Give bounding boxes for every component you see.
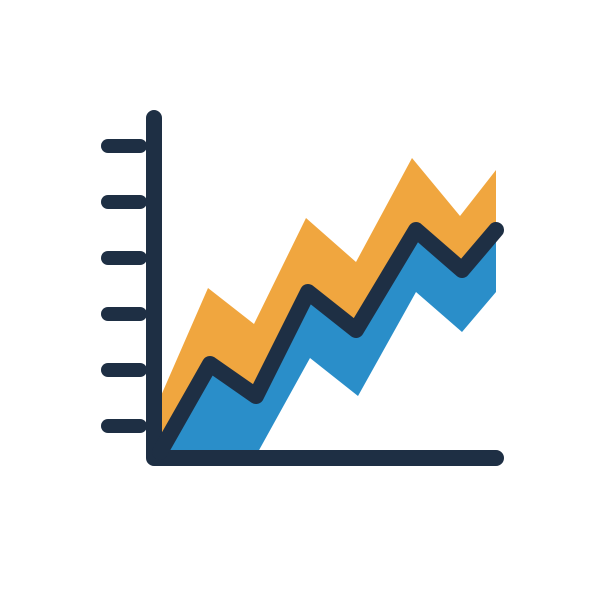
chart-icon <box>0 0 600 600</box>
area-chart-svg <box>0 0 600 600</box>
